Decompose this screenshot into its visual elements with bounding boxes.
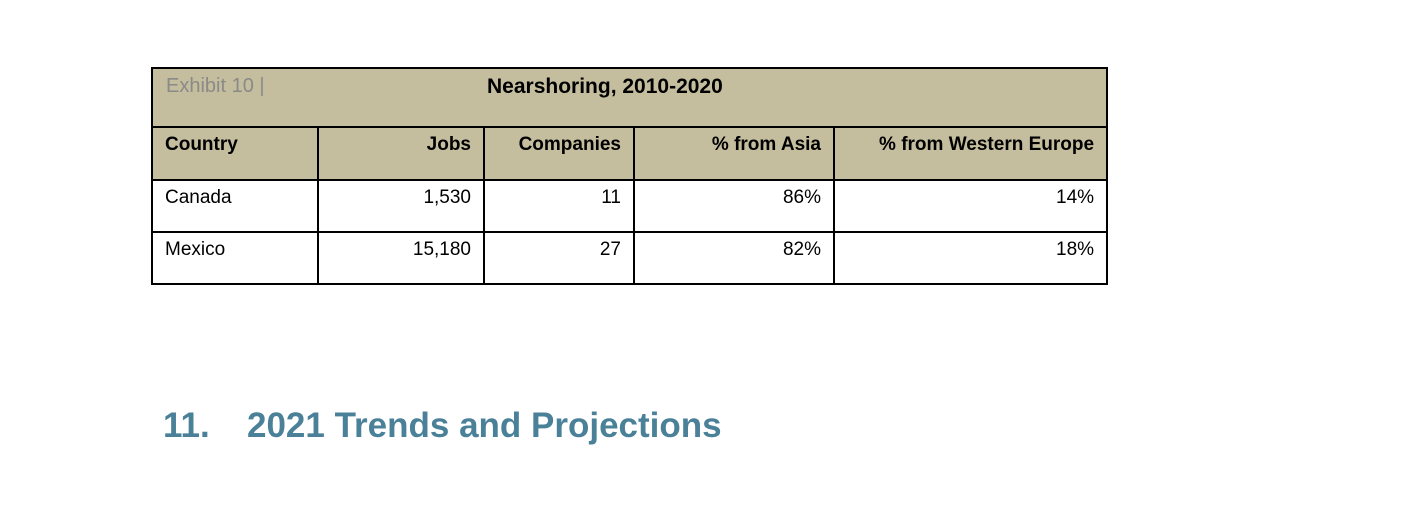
table-row: Canada 1,530 11 86% 14% (151, 179, 1109, 233)
cell-country: Canada (151, 179, 319, 233)
cell-jobs: 15,180 (317, 231, 485, 285)
column-header-country: Country (151, 126, 319, 181)
column-header-jobs: Jobs (317, 126, 485, 181)
section-heading: 11. 2021 Trends and Projections (163, 406, 722, 446)
cell-pct-asia: 86% (633, 179, 835, 233)
exhibit-title-row: Exhibit 10 | Nearshoring, 2010-2020 (150, 67, 1109, 128)
cell-pct-western-europe: 18% (832, 231, 1109, 285)
table-header-row: Country Jobs Companies % from Asia % fro… (151, 126, 1109, 181)
column-header-pct-asia: % from Asia (633, 126, 835, 181)
cell-pct-asia: 82% (633, 231, 835, 285)
cell-pct-western-europe: 14% (832, 179, 1109, 233)
table-row: Mexico 15,180 27 82% 18% (151, 231, 1109, 285)
cell-country: Mexico (151, 231, 319, 285)
cell-jobs: 1,530 (317, 179, 485, 233)
exhibit-title-cell: Exhibit 10 | Nearshoring, 2010-2020 (150, 67, 1109, 128)
exhibit-table: Exhibit 10 | Nearshoring, 2010-2020 Coun… (150, 67, 1109, 285)
exhibit-title: Nearshoring, 2010-2020 (487, 75, 723, 98)
column-header-companies: Companies (483, 126, 635, 181)
column-header-pct-western-europe: % from Western Europe (832, 126, 1109, 181)
section-title: 2021 Trends and Projections (247, 406, 722, 445)
cell-companies: 27 (483, 231, 635, 285)
exhibit-label: Exhibit 10 | (166, 75, 265, 97)
cell-companies: 11 (483, 179, 635, 233)
section-number: 11. (163, 406, 210, 445)
